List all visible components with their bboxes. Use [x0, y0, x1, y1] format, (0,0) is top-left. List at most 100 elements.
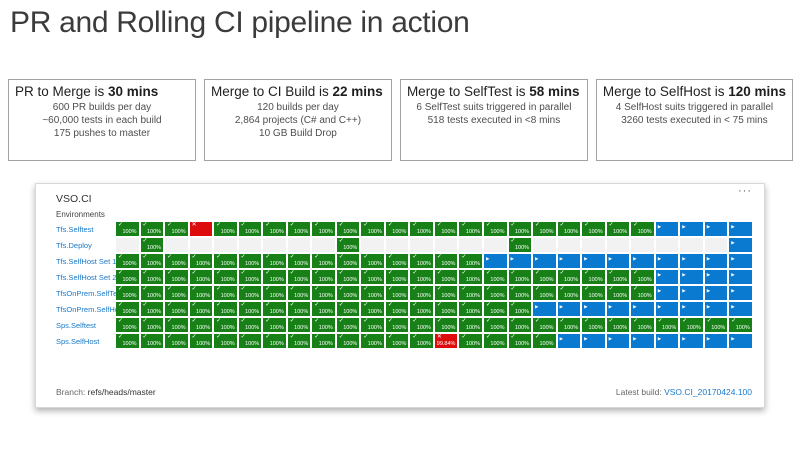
cell-success[interactable]: ✓ 100% — [312, 318, 335, 332]
cell-success[interactable]: ✓ 100% — [385, 270, 409, 284]
cell-queued[interactable]: ▶ — [704, 270, 728, 284]
cell-success[interactable]: ✓ 100% — [361, 334, 384, 348]
cell-success[interactable]: ✓ 100% — [140, 270, 164, 284]
cell-success[interactable]: ✓ 100% — [214, 270, 237, 284]
cell-success[interactable]: ✓ 100% — [410, 222, 433, 236]
cell-success[interactable]: ✓ 100% — [140, 334, 164, 348]
cell-success[interactable]: ✓ 100% — [385, 286, 409, 300]
cell-failed[interactable]: ✕ 99.84% — [434, 334, 458, 348]
cell-success[interactable]: ✓ 100% — [582, 222, 605, 236]
cell-success[interactable]: ✓ 100% — [533, 270, 556, 284]
cell-queued[interactable]: ▶ — [655, 270, 679, 284]
environment-label[interactable]: Tfs.SelfHost Set 2 — [56, 272, 116, 282]
cell-success[interactable]: ✓ 100% — [508, 270, 532, 284]
cell-success[interactable]: ✓ 100% — [336, 222, 360, 236]
cell-success[interactable]: ✓ 100% — [557, 286, 581, 300]
cell-success[interactable]: ✓ 100% — [631, 270, 654, 284]
cell-success[interactable]: ✓ 100% — [336, 254, 360, 268]
cell-success[interactable]: ✓ 100% — [336, 334, 360, 348]
cell-success[interactable]: ✓ 100% — [483, 302, 507, 316]
cell-success[interactable]: ✓ 100% — [116, 222, 139, 236]
cell-success[interactable]: ✓ 100% — [165, 318, 188, 332]
cell-success[interactable]: ✓ 100% — [508, 222, 532, 236]
cell-success[interactable]: ✓ 100% — [312, 286, 335, 300]
cell-queued[interactable]: ▶ — [557, 302, 581, 316]
cell-success[interactable]: ✓ 100% — [238, 286, 262, 300]
cell-success[interactable]: ✓ 100% — [434, 318, 458, 332]
cell-success[interactable]: ✓ 100% — [238, 334, 262, 348]
cell-queued[interactable]: ▶ — [631, 302, 654, 316]
cell-success[interactable]: ✓ 100% — [410, 318, 433, 332]
cell-success[interactable]: ✓ 100% — [312, 254, 335, 268]
cell-success[interactable]: ✓ 100% — [189, 334, 213, 348]
cell-success[interactable]: ✓ 100% — [385, 222, 409, 236]
cell-queued[interactable]: ▶ — [704, 286, 728, 300]
cell-queued[interactable]: ▶ — [582, 254, 605, 268]
cell-success[interactable]: ✓ 100% — [238, 318, 262, 332]
cell-queued[interactable]: ▶ — [533, 302, 556, 316]
cell-success[interactable]: ✓ 100% — [140, 254, 164, 268]
cell-success[interactable]: ✓ 100% — [238, 222, 262, 236]
cell-success[interactable]: ✓ 100% — [165, 286, 188, 300]
cell-queued[interactable]: ▶ — [582, 334, 605, 348]
environment-label[interactable]: TfsOnPrem.SelfHost — [56, 304, 116, 314]
environment-label[interactable]: TfsOnPrem.SelfTest — [56, 288, 116, 298]
cell-success[interactable]: ✓ 100% — [385, 318, 409, 332]
cell-success[interactable]: ✓ 100% — [287, 302, 311, 316]
cell-success[interactable]: ✓ 100% — [361, 318, 384, 332]
cell-queued[interactable]: ▶ — [606, 302, 630, 316]
cell-success[interactable]: ✓ 100% — [410, 334, 433, 348]
cell-success[interactable]: ✓ 100% — [336, 286, 360, 300]
cell-success[interactable]: ✓ 100% — [459, 254, 482, 268]
cell-success[interactable]: ✓ 100% — [214, 222, 237, 236]
cell-success[interactable]: ✓ 100% — [238, 270, 262, 284]
cell-success[interactable]: ✓ 100% — [533, 318, 556, 332]
cell-success[interactable]: ✓ 100% — [214, 318, 237, 332]
cell-success[interactable]: ✓ 100% — [582, 270, 605, 284]
cell-queued[interactable]: ▶ — [680, 222, 703, 236]
cell-success[interactable]: ✓ 100% — [582, 286, 605, 300]
cell-success[interactable]: ✓ 100% — [238, 302, 262, 316]
cell-queued[interactable]: ▶ — [680, 254, 703, 268]
cell-success[interactable]: ✓ 100% — [434, 302, 458, 316]
cell-success[interactable]: ✓ 100% — [361, 222, 384, 236]
cell-queued[interactable]: ▶ — [606, 254, 630, 268]
cell-success[interactable]: ✓ 100% — [263, 318, 286, 332]
cell-success[interactable]: ✓ 100% — [729, 318, 752, 332]
cell-success[interactable]: ✓ 100% — [263, 334, 286, 348]
cell-success[interactable]: ✓ 100% — [483, 334, 507, 348]
cell-success[interactable]: ✓ 100% — [508, 286, 532, 300]
cell-success[interactable]: ✓ 100% — [140, 222, 164, 236]
cell-success[interactable]: ✓ 100% — [434, 286, 458, 300]
cell-success[interactable]: ✓ 100% — [165, 270, 188, 284]
cell-success[interactable]: ✓ 100% — [116, 270, 139, 284]
cell-queued[interactable]: ▶ — [483, 254, 507, 268]
cell-success[interactable]: ✓ 100% — [410, 286, 433, 300]
cell-success[interactable]: ✓ 100% — [116, 302, 139, 316]
cell-success[interactable]: ✓ 100% — [680, 318, 703, 332]
cell-success[interactable]: ✓ 100% — [336, 302, 360, 316]
cell-success[interactable]: ✓ 100% — [287, 270, 311, 284]
cell-success[interactable]: ✓ 100% — [361, 270, 384, 284]
cell-queued[interactable]: ▶ — [729, 222, 752, 236]
cell-success[interactable]: ✓ 100% — [263, 254, 286, 268]
cell-success[interactable]: ✓ 100% — [434, 270, 458, 284]
cell-success[interactable]: ✓ 100% — [557, 270, 581, 284]
cell-success[interactable]: ✓ 100% — [287, 222, 311, 236]
cell-success[interactable]: ✓ 100% — [263, 286, 286, 300]
environment-label[interactable]: Tfs.SelfHost Set 1 — [56, 256, 116, 266]
cell-success[interactable]: ✓ 100% — [189, 254, 213, 268]
cell-success[interactable]: ✓ 100% — [189, 286, 213, 300]
cell-success[interactable]: ✓ 100% — [140, 238, 164, 252]
environment-label[interactable]: Sps.Selftest — [56, 320, 97, 330]
cell-success[interactable]: ✓ 100% — [312, 270, 335, 284]
cell-success[interactable]: ✓ 100% — [606, 318, 630, 332]
cell-success[interactable]: ✓ 100% — [582, 318, 605, 332]
cell-success[interactable]: ✓ 100% — [631, 318, 654, 332]
cell-success[interactable]: ✓ 100% — [434, 254, 458, 268]
cell-queued[interactable]: ▶ — [631, 334, 654, 348]
cell-queued[interactable]: ▶ — [557, 254, 581, 268]
cell-success[interactable]: ✓ 100% — [116, 286, 139, 300]
cell-success[interactable]: ✓ 100% — [165, 302, 188, 316]
cell-queued[interactable]: ▶ — [704, 302, 728, 316]
